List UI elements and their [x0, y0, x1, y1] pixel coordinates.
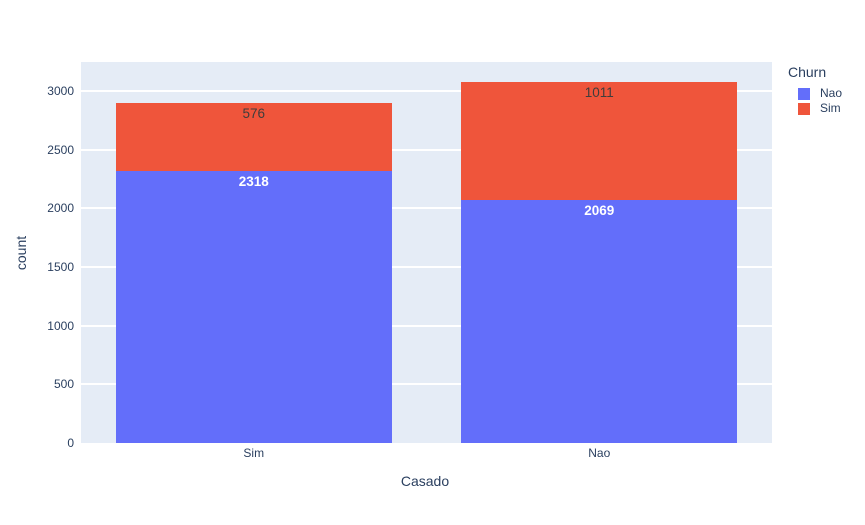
legend-item-nao[interactable]: Nao	[798, 86, 865, 101]
legend-item-sim[interactable]: Sim	[798, 101, 865, 116]
y-tick-label: 500	[53, 377, 74, 392]
x-tick-label: Sim	[243, 446, 265, 460]
bar-segment-nao-sim[interactable]	[115, 171, 392, 443]
bar-value-label: 2318	[238, 174, 269, 189]
legend: Churn Nao Sim	[785, 62, 865, 116]
y-axis-title: count	[13, 235, 29, 271]
legend-swatch-icon	[798, 102, 810, 115]
y-tick-label: 2000	[47, 201, 74, 216]
y-tick-label: 0	[67, 436, 74, 450]
legend-items: Nao Sim	[785, 86, 865, 116]
bar-segment-sim-sim[interactable]	[115, 103, 392, 171]
bar-value-label: 1011	[584, 84, 614, 100]
gridline	[81, 383, 772, 386]
bar-value-label: 576	[242, 106, 265, 122]
gridline	[81, 89, 772, 92]
gridline	[81, 324, 772, 327]
plot-area: 2318 576 2069 1011	[81, 62, 772, 443]
x-tick-label: Nao	[588, 446, 611, 460]
legend-swatch-icon	[798, 87, 810, 100]
y-tick-label: 1500	[47, 259, 74, 274]
y-tick-label: 2500	[47, 142, 74, 157]
gridline	[81, 207, 772, 210]
y-tick-label: 3000	[47, 83, 74, 98]
legend-title: Churn	[788, 64, 827, 80]
bar-value-label: 2069	[584, 203, 615, 219]
x-axis-title: Casado	[400, 473, 450, 489]
y-tick-label: 1000	[47, 318, 74, 333]
bar-segment-nao-nao[interactable]	[461, 200, 738, 443]
gridline	[81, 265, 772, 268]
legend-item-label: Sim	[820, 101, 841, 115]
legend-item-label: Nao	[820, 86, 843, 100]
bar-segment-sim-nao[interactable]	[461, 81, 738, 201]
gridline	[81, 148, 772, 151]
